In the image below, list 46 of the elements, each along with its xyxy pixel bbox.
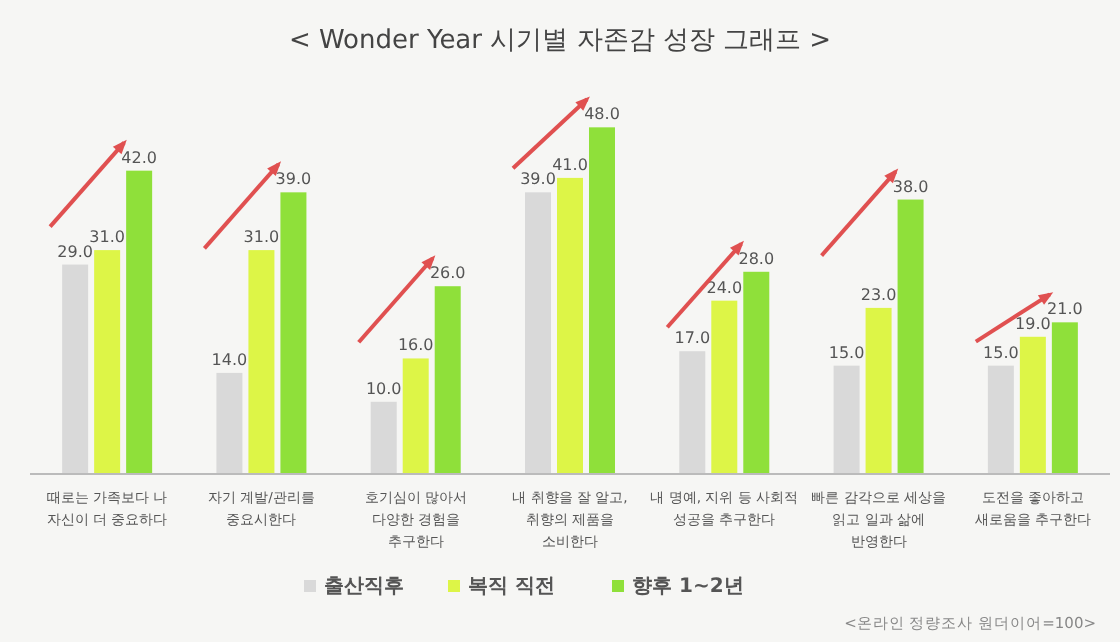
bar bbox=[1019, 336, 1046, 474]
data-label: 26.0 bbox=[429, 264, 466, 283]
bar bbox=[589, 127, 615, 474]
bar bbox=[126, 170, 153, 474]
data-label: 42.0 bbox=[121, 148, 157, 167]
data-label: 24.0 bbox=[706, 278, 743, 297]
bar bbox=[525, 192, 551, 474]
bar bbox=[897, 199, 924, 474]
bar bbox=[280, 192, 307, 474]
data-label: 29.0 bbox=[57, 242, 93, 261]
bar bbox=[679, 351, 706, 474]
bar bbox=[1051, 322, 1078, 474]
data-label: 16.0 bbox=[397, 336, 434, 355]
data-label: 15.0 bbox=[828, 343, 865, 362]
bar bbox=[434, 286, 461, 474]
data-label: 39.0 bbox=[275, 170, 312, 189]
bar bbox=[94, 250, 121, 474]
data-label: 14.0 bbox=[211, 350, 248, 369]
bar bbox=[743, 271, 770, 474]
data-label: 28.0 bbox=[738, 249, 775, 268]
bar bbox=[248, 250, 275, 474]
legend-label: 복직 직전 bbox=[468, 576, 555, 598]
bar bbox=[865, 307, 892, 474]
bar bbox=[402, 358, 429, 474]
bar bbox=[987, 365, 1014, 474]
bar bbox=[711, 300, 738, 474]
bar bbox=[216, 372, 243, 474]
bar bbox=[370, 401, 397, 474]
data-label: 31.0 bbox=[89, 228, 125, 247]
data-label: 31.0 bbox=[243, 228, 280, 247]
data-label: 41.0 bbox=[552, 155, 588, 174]
data-label: 21.0 bbox=[1047, 300, 1083, 319]
bar bbox=[833, 365, 860, 474]
data-label: 15.0 bbox=[983, 343, 1019, 362]
bar bbox=[557, 177, 583, 474]
data-label: 10.0 bbox=[365, 379, 402, 398]
data-label: 48.0 bbox=[584, 105, 620, 124]
data-label: 19.0 bbox=[1015, 314, 1051, 333]
legend-label: 향후 1~2년 bbox=[632, 576, 744, 598]
data-label: 23.0 bbox=[860, 285, 897, 304]
chart-title: < Wonder Year 시기별 자존감 성장 그래프 > bbox=[288, 26, 832, 56]
legend-label: 출산직후 bbox=[324, 576, 404, 598]
data-label: 38.0 bbox=[892, 177, 929, 196]
data-label: 17.0 bbox=[674, 329, 711, 348]
data-label: 39.0 bbox=[520, 170, 556, 189]
bar bbox=[62, 264, 89, 474]
